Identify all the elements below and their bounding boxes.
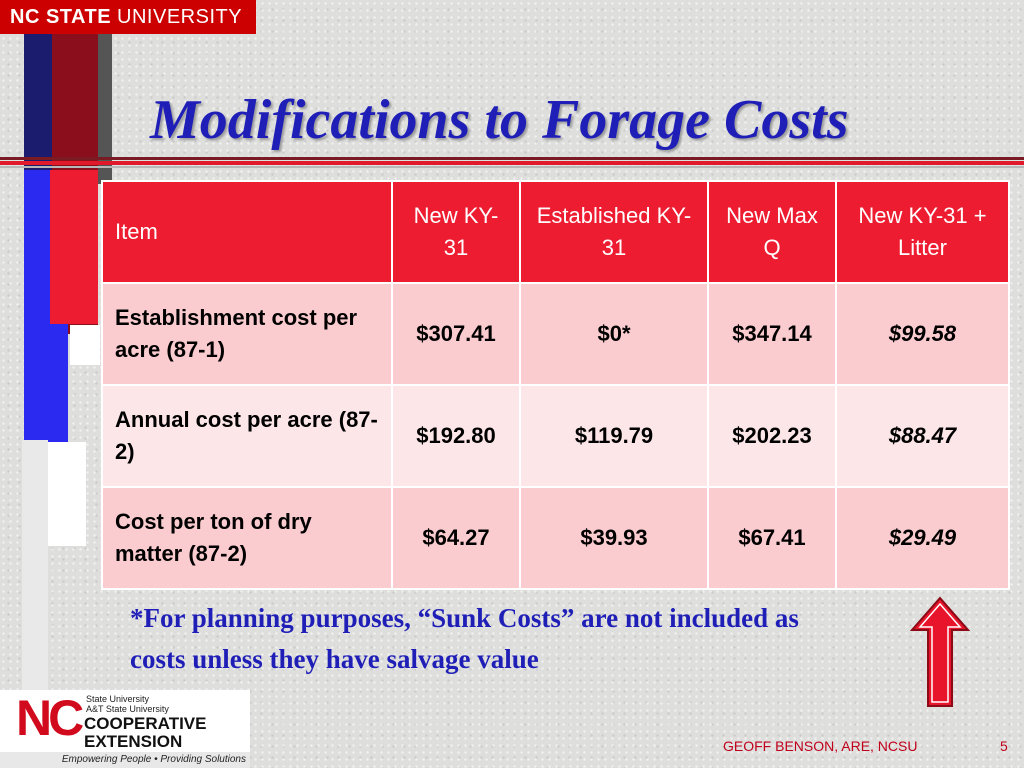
header-new-ky31-litter: New KY-31 + Litter bbox=[835, 180, 1010, 284]
row-item-label: Annual cost per acre (87-2) bbox=[101, 384, 393, 488]
header-new-ky31: New KY-31 bbox=[391, 180, 521, 284]
title-rule-gray bbox=[0, 166, 1024, 168]
decor-bar-gray-dark bbox=[98, 34, 112, 184]
decor-bar-white-1 bbox=[70, 325, 100, 365]
table-header-row: Item New KY-31 Established KY-31 New Max… bbox=[101, 180, 1010, 284]
cell-value-highlight: $29.49 bbox=[835, 486, 1010, 590]
decor-bar-red bbox=[50, 170, 98, 324]
logo-university: UNIVERSITY bbox=[117, 5, 243, 28]
footer-credit: GEOFF BENSON, ARE, NCSU bbox=[723, 738, 918, 754]
ce-logo-tagline: Empowering People • Providing Solutions bbox=[0, 752, 250, 768]
table-row: Cost per ton of dry matter (87-2) $64.27… bbox=[101, 486, 1010, 590]
cell-value: $39.93 bbox=[519, 486, 709, 590]
cell-value: $307.41 bbox=[391, 282, 521, 386]
cell-value: $119.79 bbox=[519, 384, 709, 488]
forage-cost-table: Item New KY-31 Established KY-31 New Max… bbox=[101, 180, 1010, 590]
row-item-label: Cost per ton of dry matter (87-2) bbox=[101, 486, 393, 590]
cell-value: $64.27 bbox=[391, 486, 521, 590]
cell-value-highlight: $88.47 bbox=[835, 384, 1010, 488]
nc-cooperative-extension-logo: NC State University A&T State University… bbox=[0, 690, 250, 768]
header-item: Item bbox=[101, 180, 393, 284]
cell-value: $192.80 bbox=[391, 384, 521, 488]
row-item-label: Establishment cost per acre (87-1) bbox=[101, 282, 393, 386]
table-row: Annual cost per acre (87-2) $192.80 $119… bbox=[101, 384, 1010, 488]
cell-value: $67.41 bbox=[707, 486, 837, 590]
ce-logo-line2: A&T State University bbox=[86, 704, 169, 714]
table-row: Establishment cost per acre (87-1) $307.… bbox=[101, 282, 1010, 386]
up-arrow-icon bbox=[910, 596, 970, 707]
decor-bar-gray-light bbox=[22, 440, 48, 690]
title-rule-red bbox=[0, 161, 1024, 165]
header-new-max-q: New Max Q bbox=[707, 180, 837, 284]
cell-value: $347.14 bbox=[707, 282, 837, 386]
title-rule-dark bbox=[0, 157, 1024, 160]
cell-value-highlight: $99.58 bbox=[835, 282, 1010, 386]
nc-state-university-logo: NC STATE UNIVERSITY bbox=[0, 0, 256, 34]
ce-logo-extension: EXTENSION bbox=[84, 732, 183, 751]
ce-logo-nc: NC bbox=[16, 690, 84, 746]
logo-nc-state: NC STATE bbox=[10, 5, 112, 28]
page-number: 5 bbox=[1000, 738, 1008, 754]
cell-value: $202.23 bbox=[707, 384, 837, 488]
ce-logo-line1: State University bbox=[86, 694, 150, 704]
slide-title: Modifications to Forage Costs bbox=[150, 89, 849, 151]
sunk-costs-footnote: *For planning purposes, “Sunk Costs” are… bbox=[130, 603, 799, 674]
header-established-ky31: Established KY-31 bbox=[519, 180, 709, 284]
ce-logo-cooperative: COOPERATIVE bbox=[84, 714, 207, 733]
cell-value: $0* bbox=[519, 282, 709, 386]
decor-bar-white-2 bbox=[48, 442, 86, 546]
